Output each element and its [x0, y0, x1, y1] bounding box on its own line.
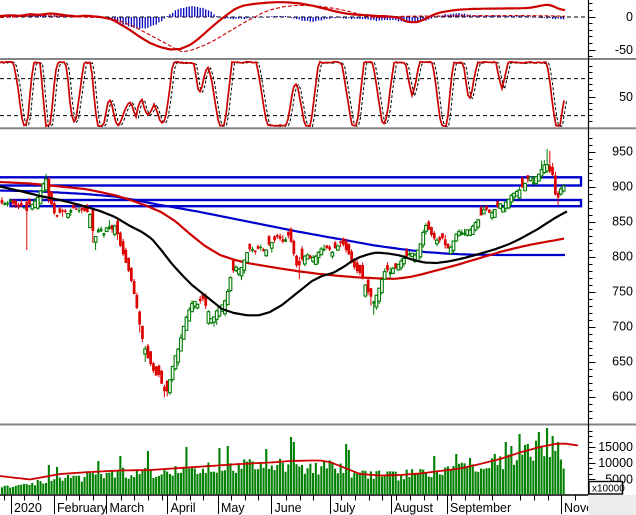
- svg-text:850: 850: [612, 215, 633, 229]
- svg-text:July: July: [333, 501, 356, 515]
- svg-text:600: 600: [612, 390, 633, 404]
- svg-text:900: 900: [612, 180, 633, 194]
- svg-text:0: 0: [626, 10, 633, 24]
- svg-text:15000: 15000: [598, 440, 633, 454]
- svg-text:800: 800: [612, 250, 633, 264]
- svg-text:March: March: [110, 501, 145, 515]
- svg-text:February: February: [57, 501, 108, 515]
- svg-text:August: August: [394, 501, 433, 515]
- svg-text:September: September: [450, 501, 511, 515]
- svg-text:950: 950: [612, 145, 633, 159]
- svg-text:50: 50: [619, 90, 633, 104]
- svg-text:700: 700: [612, 320, 633, 334]
- svg-text:-50: -50: [615, 43, 633, 57]
- svg-text:June: June: [275, 501, 302, 515]
- svg-text:10000: 10000: [598, 456, 633, 470]
- svg-text:April: April: [171, 501, 196, 515]
- svg-text:May: May: [221, 501, 245, 515]
- svg-text:Nove: Nove: [564, 501, 593, 515]
- svg-text:2020: 2020: [14, 501, 42, 515]
- svg-text:650: 650: [612, 355, 633, 369]
- svg-text:x10000: x10000: [592, 484, 625, 495]
- svg-text:750: 750: [612, 285, 633, 299]
